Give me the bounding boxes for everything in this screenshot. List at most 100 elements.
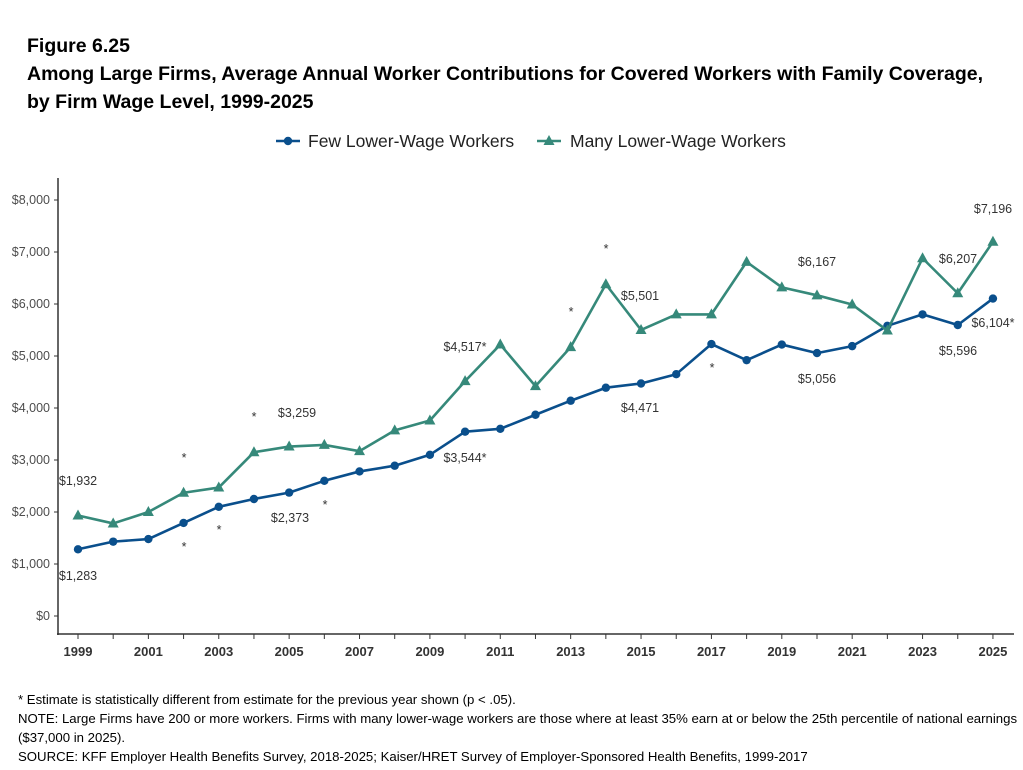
x-tick-label: 2025: [978, 644, 1007, 659]
significance-marker: *: [604, 242, 609, 256]
figure-label: Figure 6.25: [27, 35, 130, 57]
x-tick-label: 2005: [275, 644, 304, 659]
data-label: $5,501: [621, 289, 659, 303]
y-tick-label: $6,000: [12, 297, 50, 311]
data-point: [953, 320, 962, 330]
data-label: $6,207: [939, 252, 977, 266]
data-point: [531, 410, 540, 419]
data-point: [318, 438, 330, 449]
data-point: [72, 509, 84, 520]
data-point: [565, 341, 577, 352]
data-point: [776, 281, 788, 292]
significance-marker: *: [217, 523, 222, 537]
data-label: $2,373: [271, 511, 309, 525]
data-point: [705, 308, 717, 319]
data-label: $3,259: [278, 406, 316, 420]
data-point: [459, 375, 471, 386]
significance-marker: *: [710, 361, 715, 375]
data-point: [142, 506, 154, 516]
x-tick-label: 2013: [556, 644, 585, 659]
significance-marker: *: [569, 305, 574, 319]
x-tick-label: 1999: [64, 644, 93, 659]
data-point: [496, 424, 505, 433]
data-point: [355, 467, 364, 476]
source: SOURCE: KFF Employer Health Benefits Sur…: [18, 749, 808, 764]
x-tick-label: 2003: [204, 644, 233, 659]
legend-marker-many: [543, 135, 555, 145]
data-label: $3,544*: [443, 451, 486, 465]
significance-note: * Estimate is statistically different fr…: [18, 692, 516, 707]
note: NOTE: Large Firms have 200 or more worke…: [18, 711, 1018, 745]
x-tick-label: 2019: [767, 644, 796, 659]
data-point: [108, 537, 118, 546]
y-tick-label: $5,000: [12, 349, 50, 363]
data-point: [529, 380, 541, 391]
data-label: $4,471: [621, 401, 659, 415]
data-point: [213, 481, 225, 492]
data-point: [73, 545, 83, 554]
data-point: [494, 338, 506, 349]
data-point: [636, 379, 646, 388]
x-tick-label: 2007: [345, 644, 374, 659]
significance-marker: *: [182, 451, 187, 465]
data-point: [424, 414, 436, 425]
data-point: [178, 486, 190, 497]
data-point: [389, 424, 401, 435]
data-point: [777, 340, 786, 349]
data-point: [390, 461, 399, 470]
data-point: [952, 287, 964, 298]
data-label: $7,196: [974, 202, 1012, 216]
data-point: [635, 323, 647, 334]
data-point: [600, 278, 612, 289]
y-tick-label: $1,000: [12, 557, 50, 571]
data-point: [248, 446, 260, 457]
x-tick-label: 2009: [415, 644, 444, 659]
legend-label-few: Few Lower-Wage Workers: [308, 131, 514, 151]
x-tick-label: 2021: [838, 644, 867, 659]
data-point: [566, 396, 575, 405]
data-point: [707, 339, 716, 349]
y-tick-label: $8,000: [12, 193, 50, 207]
data-label: $1,283: [59, 569, 97, 583]
data-point: [918, 310, 927, 319]
series-line-few: [77, 297, 994, 551]
data-label: $1,932: [59, 474, 97, 488]
data-point: [283, 440, 295, 451]
data-point: [214, 502, 223, 511]
data-point: [320, 476, 329, 485]
data-point: [917, 252, 929, 263]
data-point: [179, 518, 188, 528]
data-label: $6,104*: [971, 316, 1014, 330]
significance-marker: *: [182, 540, 187, 554]
data-point: [354, 445, 366, 456]
data-point: [670, 308, 682, 319]
data-point: [425, 450, 435, 459]
data-point: [107, 517, 119, 528]
data-label: $5,596: [939, 344, 977, 358]
legend-label-many: Many Lower-Wage Workers: [570, 131, 786, 151]
data-point: [249, 494, 259, 504]
data-point: [846, 298, 858, 309]
x-tick-label: 2011: [486, 644, 514, 659]
data-point: [741, 255, 753, 266]
data-point: [284, 488, 294, 497]
data-point: [742, 355, 751, 365]
data-point: [812, 348, 822, 358]
x-tick-label: 2015: [627, 644, 656, 659]
figure-title: Among Large Firms, Average Annual Worker…: [27, 63, 984, 113]
y-tick-label: $3,000: [12, 453, 50, 467]
x-tick-label: 2017: [697, 644, 726, 659]
y-tick-label: $2,000: [12, 505, 50, 519]
significance-marker: *: [252, 410, 257, 424]
data-label: $6,167: [798, 255, 836, 269]
x-tick-label: 2023: [908, 644, 937, 659]
legend-marker-few: [283, 136, 293, 146]
y-tick-label: $7,000: [12, 245, 50, 259]
significance-marker: *: [323, 498, 328, 512]
data-point: [987, 235, 999, 246]
y-tick-label: $4,000: [12, 401, 50, 415]
data-point: [988, 294, 998, 303]
y-tick-label: $0: [36, 609, 50, 623]
